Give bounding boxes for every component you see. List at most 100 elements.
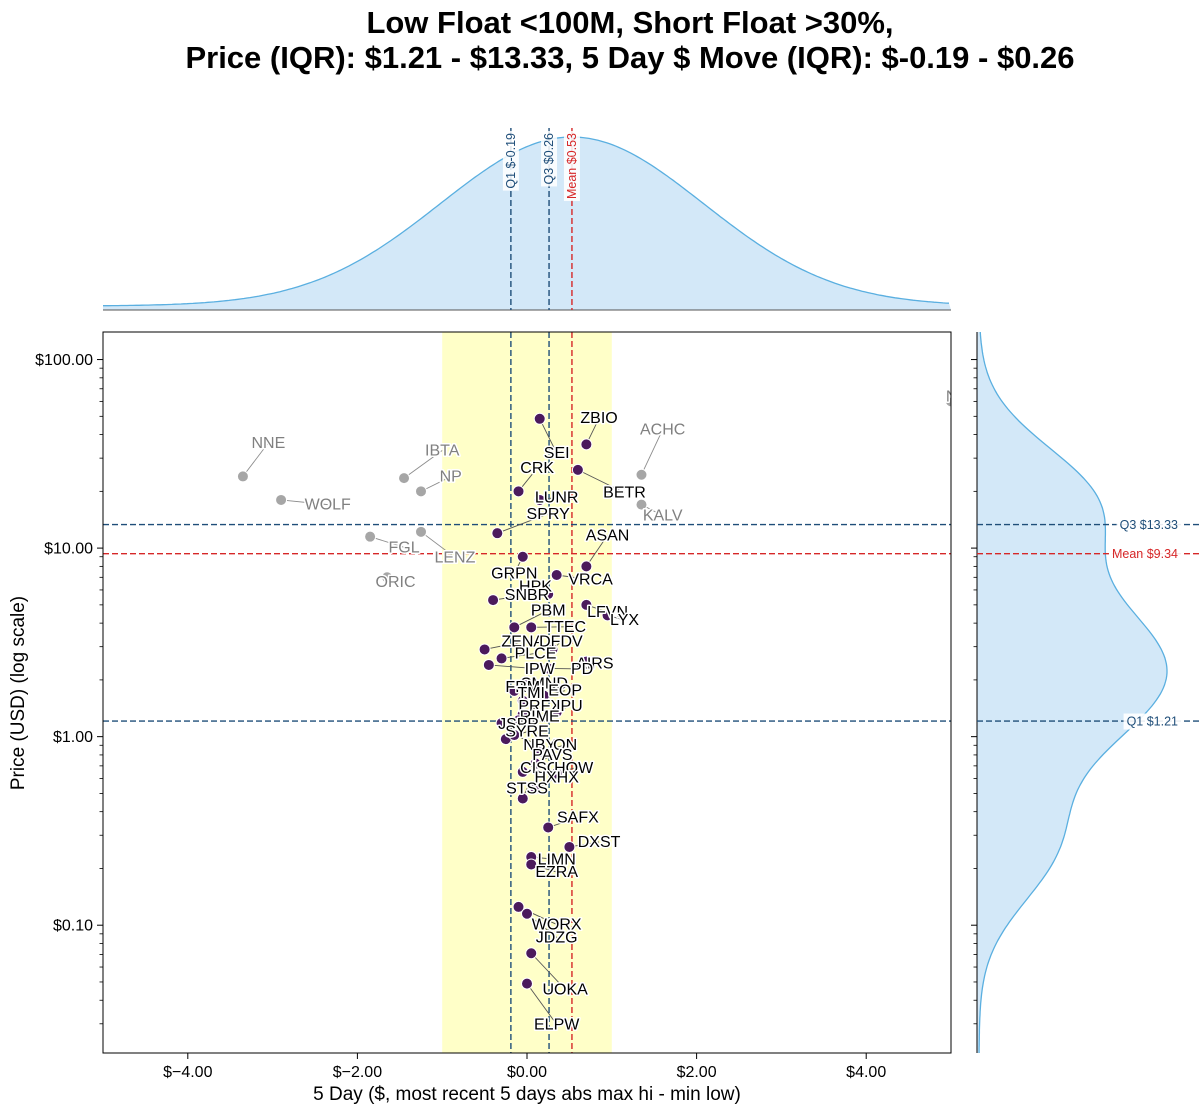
right-kde-clipped	[977, 332, 1168, 1053]
point-safx	[542, 821, 555, 834]
point-ezra	[525, 858, 538, 871]
point-pd	[542, 662, 555, 675]
point-label-vrca: VRCA	[568, 572, 613, 589]
point-lyx	[601, 609, 614, 622]
point-label-asan: ASAN	[586, 527, 630, 544]
point-plce	[495, 652, 508, 665]
point-label-limn: LIMN	[538, 851, 576, 868]
point-oric	[381, 571, 394, 584]
point-ipu	[550, 706, 563, 719]
point-sei	[533, 412, 546, 425]
point-label-ezra: EZRA	[535, 864, 578, 881]
point-achc	[635, 468, 648, 481]
y-tick-label-1: $10.00	[44, 541, 93, 558]
chart-title-line-1: Low Float <100M, Short Float >30%,	[366, 5, 893, 40]
point-label-elpw: ELPW	[534, 1016, 580, 1033]
y-tick-label-3: $0.10	[53, 918, 93, 935]
point-label-snbr: SNBR	[505, 587, 549, 604]
y-axis-label: Price (USD) (log scale)	[8, 596, 29, 790]
point-label-betr: BETR	[603, 485, 646, 502]
x-tick-label-4: $4.00	[846, 1064, 886, 1081]
leader-line-zena	[484, 641, 523, 650]
leader-line-pbm	[514, 609, 549, 628]
point-label-kalv: KALV	[643, 508, 683, 525]
top-vline-label-0: Q1 $-0.19	[504, 133, 518, 189]
point-label-ttec: TTEC	[544, 619, 586, 636]
highlight-band	[442, 332, 612, 1053]
point-ttec	[525, 621, 538, 634]
point-dfdv	[546, 643, 559, 656]
point-kalv	[635, 498, 648, 511]
right-hline-label-bg-2	[1123, 713, 1182, 730]
leader-line-nne	[242, 442, 269, 477]
point-label-rime: RIME	[520, 709, 560, 726]
point-betr	[571, 463, 584, 476]
point-label-worx: WORX	[532, 916, 582, 933]
top-vline-label-group-0: Q1 $-0.19	[502, 130, 519, 191]
point-label-ipu: IPU	[556, 698, 583, 715]
point-zena	[478, 643, 491, 656]
point-label-achc: ACHC	[640, 422, 685, 439]
point-worx	[512, 900, 525, 913]
y-tick-label-0: $100.00	[35, 352, 93, 369]
top-kde-fill	[103, 137, 951, 310]
top-vline-label-2: Mean $0.53	[565, 133, 579, 199]
point-zbio	[580, 438, 593, 451]
top-vline-label-bg-0	[502, 130, 519, 191]
point-asan	[580, 560, 593, 573]
point-eop	[537, 689, 550, 702]
point-label-wolf: WOLF	[305, 497, 351, 514]
leader-line-ibta	[403, 450, 443, 479]
point-wolf	[275, 493, 288, 506]
leader-line-sei	[539, 418, 558, 454]
point-uoka	[525, 947, 538, 960]
point-label-sei: SEI	[544, 445, 570, 462]
point-spry	[491, 527, 504, 540]
top-kde-panel: Q1 $-0.19 Q3 $0.26 Mean $0.53	[103, 128, 951, 311]
point-np	[415, 485, 427, 498]
point-label-hpk: HPK	[519, 578, 552, 595]
x-tick-label-1: $−2.00	[333, 1064, 382, 1081]
point-label-pd: PD	[571, 661, 593, 678]
point-fgl	[364, 530, 377, 543]
point-lfvn	[580, 598, 593, 611]
top-vline-label-bg-1	[541, 130, 558, 187]
point-label-airs: AIRS	[576, 655, 613, 672]
y-tick-label-2: $1.00	[53, 729, 93, 746]
top-vline-label-1: Q3 $0.26	[542, 133, 556, 184]
point-grpn	[516, 550, 529, 563]
point-label-frm: FRM	[505, 679, 540, 696]
point-label-lfvn: LFVN	[587, 604, 628, 621]
point-tmi	[516, 694, 529, 707]
point-nby	[508, 729, 521, 742]
top-vline-label-group-1: Q3 $0.26	[541, 130, 558, 187]
point-label-pbm: PBM	[531, 602, 566, 619]
point-frm	[508, 684, 521, 697]
point-label-prfx: PRFX	[518, 698, 561, 715]
point-label-how: HOW	[554, 760, 594, 777]
x-axis-label: 5 Day ($, most recent 5 days abs max hi …	[313, 1084, 741, 1105]
point-label-lenz: LENZ	[434, 549, 475, 566]
leader-line-ipw	[488, 664, 540, 670]
leader-line-nova	[950, 400, 951, 402]
point-airs	[580, 655, 593, 668]
x-tick-label-2: $0.00	[507, 1064, 547, 1081]
point-snbr	[487, 594, 500, 607]
point-label-jdzg: JDZG	[536, 929, 578, 946]
point-elpw	[521, 977, 533, 990]
point-label-oric: ORIC	[376, 574, 416, 591]
point-label-uoka: UOKA	[542, 981, 588, 998]
point-label-stss: STSS	[506, 780, 548, 797]
point-label-tmi: TMI	[517, 685, 545, 702]
right-hline-label-bg-1	[1108, 546, 1182, 563]
point-label-cmnd: CMND	[520, 676, 568, 693]
point-stss	[516, 792, 529, 805]
x-tick-label-0: $−4.00	[163, 1064, 212, 1081]
point-label-safx: SAFX	[557, 810, 599, 827]
point-label-ciso: CISO	[520, 760, 559, 777]
point-on	[533, 745, 546, 758]
point-crk	[512, 485, 525, 498]
point-vrca	[550, 569, 563, 582]
leader-line-jdzg	[526, 913, 557, 938]
